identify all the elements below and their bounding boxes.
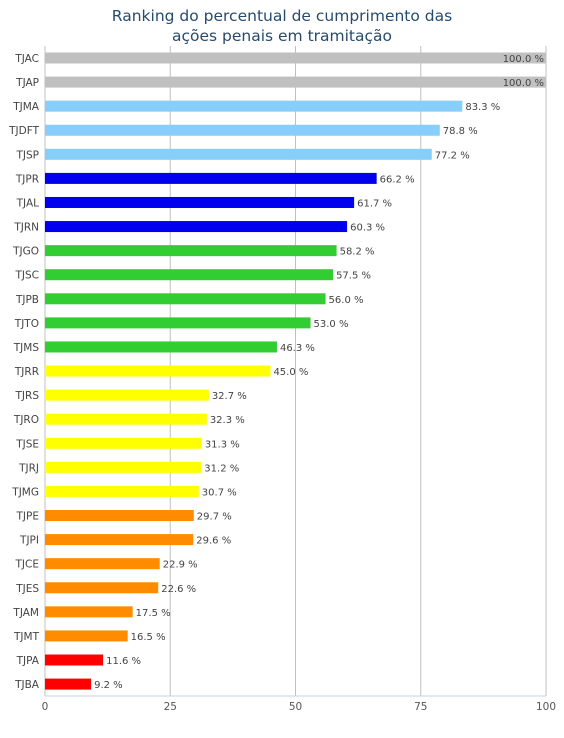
value-label: 32.7 % [212,391,247,402]
bar-tjrs[interactable] [45,389,209,401]
chart-title-line-2: ações penais em tramitação [172,27,392,45]
x-tick-label: 100 [536,701,556,713]
value-label: 100.0 % [503,78,544,89]
category-label: TJSP [15,149,39,161]
value-label: 66.2 % [380,174,415,185]
value-label: 22.6 % [161,584,196,595]
bar-tjro[interactable] [45,413,207,425]
bar-tjrj[interactable] [45,461,202,473]
bar-tjpb[interactable] [45,293,326,305]
bar-tjpi[interactable] [45,534,194,546]
value-label: 22.9 % [163,560,198,571]
category-label: TJRO [13,414,39,426]
category-label: TJCE [15,559,39,571]
bars [45,52,546,690]
value-label: 61.7 % [357,198,392,209]
x-tick-label: 0 [42,701,49,713]
category-label: TJMS [13,342,40,354]
category-label: TJPE [16,511,39,523]
category-labels: TJAC TJAP TJMA TJDFT TJSP TJPR TJAL TJRN TJGO TJS… [8,53,40,691]
value-label: 29.7 % [197,512,232,523]
bar-tjgo[interactable] [45,245,337,257]
value-label: 56.0 % [329,295,364,306]
chart-title: Ranking do percentual de cumprimento das… [112,7,452,45]
value-label: 45.0 % [273,367,308,378]
value-label: 60.3 % [350,223,385,234]
category-label: TJMA [12,101,40,113]
value-label: 77.2 % [435,150,470,161]
bar-tjdft[interactable] [45,124,440,136]
bar-tjrn[interactable] [45,221,348,233]
bar-tjse[interactable] [45,437,202,449]
category-label: TJSC [14,270,39,282]
category-label: TJPR [15,173,39,185]
category-label: TJRJ [18,462,39,474]
value-label: 16.5 % [131,632,166,643]
category-label: TJMG [11,486,39,498]
category-label: TJAL [16,197,40,209]
bar-tjmg[interactable] [45,485,199,497]
category-label: TJPI [19,535,39,547]
value-label: 11.6 % [106,656,141,667]
bar-tjpr[interactable] [45,172,377,184]
value-label: 31.3 % [205,439,240,450]
bar-tjto[interactable] [45,317,311,329]
chart-title-line-1: Ranking do percentual de cumprimento das [112,7,452,25]
category-label: TJPB [15,294,39,306]
x-axis-ticks: 0 25 50 75 100 [42,701,556,713]
category-label: TJGO [12,246,39,258]
value-label: 31.2 % [204,463,239,474]
bar-tjsc[interactable] [45,269,334,281]
category-label: TJPA [16,655,40,667]
bar-tjes[interactable] [45,582,159,594]
category-label: TJMT [13,631,40,643]
value-label: 78.8 % [443,126,478,137]
category-label: TJES [15,583,39,595]
category-label: TJAM [12,607,39,619]
x-tick-label: 50 [289,701,302,713]
category-label: TJBA [14,679,40,691]
value-label: 46.3 % [280,343,315,354]
x-tick-label: 25 [164,701,177,713]
value-label: 53.0 % [314,319,349,330]
value-label: 57.5 % [336,271,371,282]
category-label: TJTO [14,318,39,330]
bar-tjpa[interactable] [45,654,104,666]
value-labels: 100.0 % 100.0 % 83.3 % 78.8 % 77.2 % 66.2 % 61… [94,54,544,691]
value-label: 83.3 % [465,102,500,113]
bar-tjam[interactable] [45,606,133,618]
bar-tjba[interactable] [45,678,92,690]
value-label: 58.2 % [340,247,375,258]
bar-tjpe[interactable] [45,510,194,522]
value-label: 29.6 % [196,536,231,547]
value-label: 32.3 % [210,415,245,426]
bar-tjrr[interactable] [45,365,271,377]
category-label: TJAP [15,77,39,89]
category-label: TJRR [14,366,39,378]
bar-tjap[interactable] [45,76,546,88]
bar-tjal[interactable] [45,196,355,208]
category-label: TJRS [15,390,40,402]
value-label: 30.7 % [202,487,237,498]
value-label: 17.5 % [136,608,171,619]
x-tick-label: 75 [414,701,427,713]
bar-tjce[interactable] [45,558,160,570]
category-label: TJAC [14,53,39,65]
value-label: 9.2 % [94,680,123,691]
bar-tjms[interactable] [45,341,277,353]
bar-tjma[interactable] [45,100,463,112]
bar-tjsp[interactable] [45,148,432,160]
value-label: 100.0 % [503,54,544,65]
category-label: TJDFT [8,125,39,137]
bar-tjac[interactable] [45,52,546,64]
category-label: TJRN [13,222,39,234]
bar-tjmt[interactable] [45,630,128,642]
category-label: TJSE [15,438,39,450]
